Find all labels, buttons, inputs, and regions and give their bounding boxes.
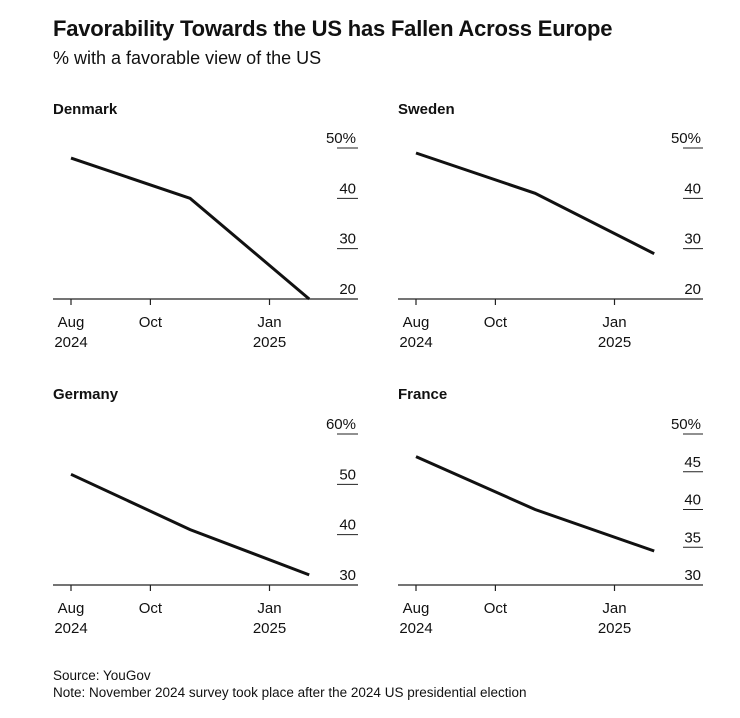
y-tick-label: 30: [684, 231, 701, 248]
data-point: [653, 550, 656, 553]
data-point: [70, 157, 73, 160]
x-tick-label: Jan: [602, 600, 626, 617]
data-point: [534, 508, 537, 511]
panel-sweden: Aug 2024 Oct Jan 2025 50% 40 30 20: [398, 130, 703, 351]
y-tick-label: 45: [684, 454, 701, 471]
panel-title-germany: Germany: [53, 386, 119, 403]
x-tick-year-label: 2025: [253, 334, 286, 351]
panel-germany: Aug 2024 Oct Jan 2025 60% 50 40 30: [53, 416, 358, 637]
x-tick-label: Oct: [484, 314, 508, 331]
series-line: [70, 156, 311, 301]
x-tick-year-label: 2024: [54, 620, 87, 637]
y-tick-label: 20: [339, 281, 356, 298]
panel-title-france: France: [398, 386, 448, 403]
series-line: [70, 472, 310, 577]
x-tick-year-label: 2025: [598, 334, 631, 351]
series-line: [415, 455, 655, 553]
x-tick-year-label: 2024: [54, 334, 87, 351]
panel-france: Aug 2024 Oct Jan 2025 50% 45 40 35 30: [398, 416, 703, 637]
data-point: [70, 473, 73, 476]
x-tick-year-label: 2024: [399, 620, 432, 637]
y-tick-label: 40: [339, 517, 356, 534]
data-point: [308, 573, 311, 576]
x-tick-label: Jan: [257, 600, 281, 617]
panel-denmark: Aug 2024 Oct Jan 2025 50% 40 30 20: [53, 130, 358, 351]
data-point: [189, 528, 192, 531]
y-tick-label: 30: [339, 231, 356, 248]
data-point: [308, 298, 311, 301]
x-tick-year-label: 2025: [598, 620, 631, 637]
chart-subtitle: % with a favorable view of the US: [53, 48, 322, 68]
y-tick-label: 20: [684, 281, 701, 298]
x-tick-label: Jan: [257, 314, 281, 331]
x-tick-year-label: 2025: [253, 620, 286, 637]
footnote: Note: November 2024 survey took place af…: [53, 685, 527, 700]
x-tick-label: Aug: [58, 314, 85, 331]
panel-title-denmark: Denmark: [53, 101, 118, 118]
source-note: Source: YouGov: [53, 668, 151, 683]
data-point: [189, 197, 192, 200]
x-tick-label: Oct: [484, 600, 508, 617]
panel-title-sweden: Sweden: [398, 101, 455, 118]
y-tick-label: 30: [339, 567, 356, 584]
y-tick-label: 40: [339, 180, 356, 197]
x-tick-label: Jan: [602, 314, 626, 331]
data-point: [415, 152, 418, 155]
x-tick-label: Aug: [403, 314, 430, 331]
x-tick-label: Oct: [139, 314, 163, 331]
y-tick-label: 35: [684, 529, 701, 546]
series-line: [415, 151, 655, 256]
y-tick-label: 30: [684, 567, 701, 584]
y-tick-label: 50%: [326, 130, 356, 147]
x-tick-year-label: 2024: [399, 334, 432, 351]
y-tick-label: 60%: [326, 416, 356, 433]
data-point: [415, 455, 418, 458]
y-tick-label: 50: [339, 466, 356, 483]
x-tick-label: Aug: [403, 600, 430, 617]
y-tick-label: 50%: [671, 130, 701, 147]
x-tick-label: Oct: [139, 600, 163, 617]
x-tick-label: Aug: [58, 600, 85, 617]
y-tick-label: 50%: [671, 416, 701, 433]
y-tick-label: 40: [684, 492, 701, 509]
data-point: [534, 192, 537, 195]
y-tick-label: 40: [684, 180, 701, 197]
chart-title: Favorability Towards the US has Fallen A…: [53, 16, 613, 41]
data-point: [653, 252, 656, 255]
